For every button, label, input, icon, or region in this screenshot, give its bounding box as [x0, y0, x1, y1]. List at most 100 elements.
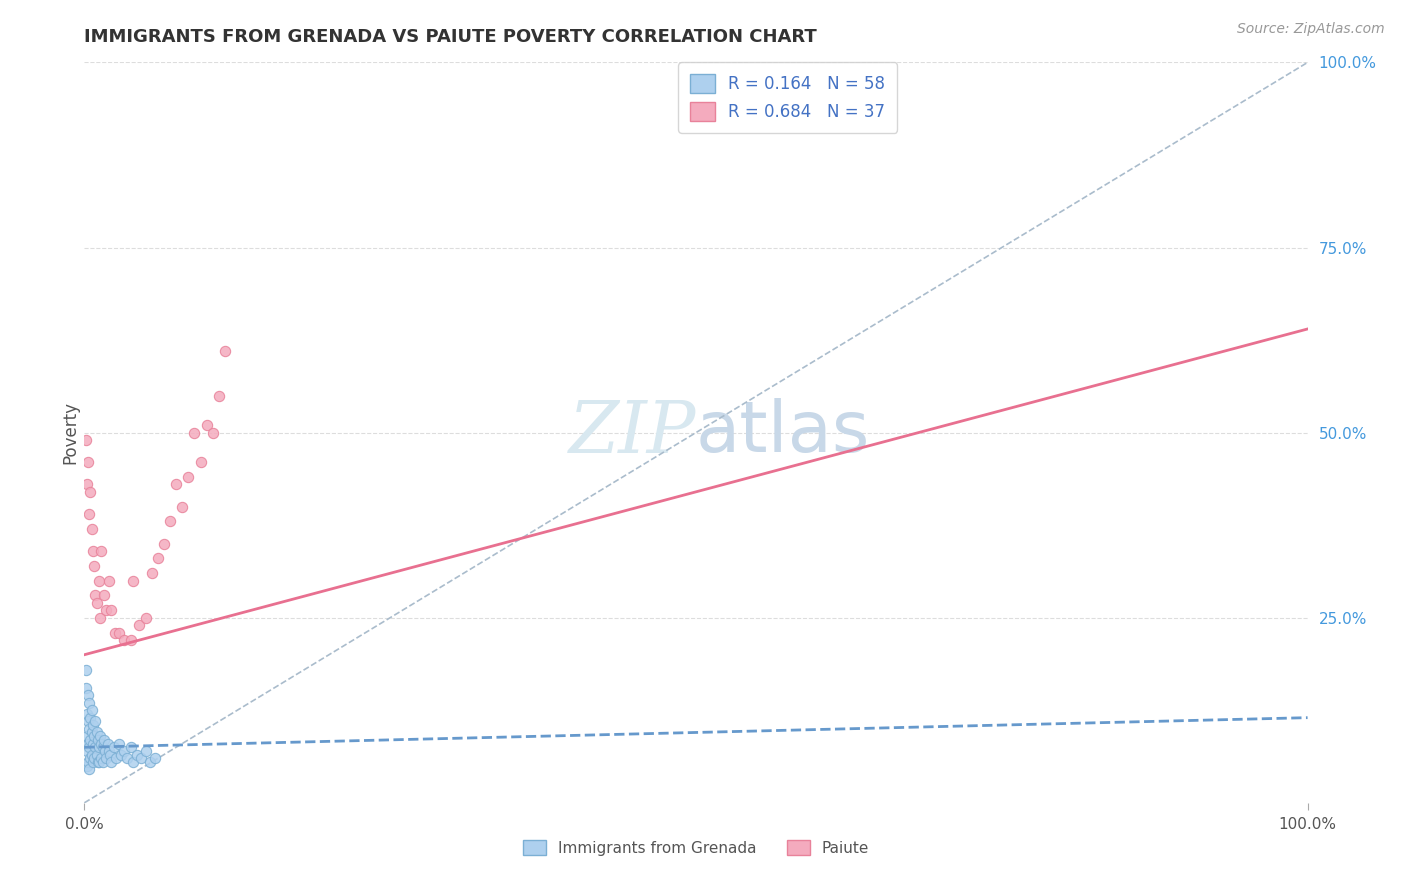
- Point: [110, 747, 132, 762]
- Point: [79, 711, 101, 725]
- Point: [86, 747, 108, 762]
- Point: [80, 725, 103, 739]
- Point: [77, 722, 100, 736]
- Point: [83, 729, 105, 743]
- Y-axis label: Poverty: Poverty: [62, 401, 80, 464]
- Point: [75, 433, 97, 447]
- Point: [86, 725, 108, 739]
- Point: [91, 740, 114, 755]
- Point: [122, 574, 145, 588]
- Point: [77, 507, 100, 521]
- Point: [105, 751, 128, 765]
- Point: [77, 737, 100, 751]
- Point: [107, 625, 129, 640]
- Point: [80, 703, 103, 717]
- Point: [75, 681, 97, 695]
- Point: [76, 744, 98, 758]
- Point: [96, 603, 118, 617]
- Point: [153, 536, 176, 550]
- Point: [82, 718, 104, 732]
- Point: [201, 425, 224, 440]
- Point: [129, 751, 152, 765]
- Point: [112, 744, 135, 758]
- Point: [143, 751, 166, 765]
- Point: [84, 714, 107, 729]
- Point: [77, 696, 100, 710]
- Point: [90, 544, 112, 558]
- Point: [97, 744, 120, 758]
- Point: [76, 706, 98, 721]
- Point: [208, 388, 231, 402]
- Point: [84, 740, 107, 755]
- Text: atlas: atlas: [696, 398, 870, 467]
- Point: [76, 477, 98, 491]
- Point: [195, 418, 218, 433]
- Point: [165, 477, 187, 491]
- Point: [90, 751, 112, 765]
- Point: [76, 758, 98, 772]
- Point: [77, 740, 100, 755]
- Point: [77, 763, 100, 777]
- Point: [90, 737, 112, 751]
- Text: Source: ZipAtlas.com: Source: ZipAtlas.com: [1237, 22, 1385, 37]
- Point: [190, 455, 212, 469]
- Point: [135, 744, 157, 758]
- Point: [82, 544, 104, 558]
- Point: [82, 755, 104, 769]
- Point: [159, 515, 181, 529]
- Text: IMMIGRANTS FROM GRENADA VS PAIUTE POVERTY CORRELATION CHART: IMMIGRANTS FROM GRENADA VS PAIUTE POVERT…: [84, 28, 817, 45]
- Legend: Immigrants from Grenada, Paiute: Immigrants from Grenada, Paiute: [516, 834, 876, 862]
- Point: [115, 751, 138, 765]
- Point: [128, 618, 150, 632]
- Point: [76, 729, 98, 743]
- Point: [214, 344, 236, 359]
- Point: [87, 755, 110, 769]
- Point: [87, 740, 110, 755]
- Point: [83, 558, 105, 573]
- Point: [98, 747, 121, 762]
- Point: [120, 632, 142, 647]
- Point: [103, 740, 125, 755]
- Point: [122, 755, 145, 769]
- Point: [107, 737, 129, 751]
- Point: [89, 729, 111, 743]
- Point: [125, 747, 148, 762]
- Point: [177, 470, 200, 484]
- Point: [104, 625, 127, 640]
- Point: [139, 755, 162, 769]
- Point: [93, 732, 115, 747]
- Point: [141, 566, 163, 581]
- Point: [83, 751, 105, 765]
- Point: [77, 689, 100, 703]
- Point: [87, 732, 110, 747]
- Point: [89, 610, 111, 624]
- Point: [97, 737, 120, 751]
- Point: [84, 589, 107, 603]
- Point: [77, 455, 100, 469]
- Point: [100, 755, 122, 769]
- Point: [94, 744, 117, 758]
- Point: [135, 610, 157, 624]
- Point: [172, 500, 194, 514]
- Point: [146, 551, 169, 566]
- Text: ZIP: ZIP: [568, 397, 696, 468]
- Point: [86, 596, 108, 610]
- Point: [75, 663, 97, 677]
- Point: [97, 574, 120, 588]
- Point: [87, 574, 110, 588]
- Point: [79, 732, 101, 747]
- Point: [91, 755, 114, 769]
- Point: [77, 755, 100, 769]
- Point: [82, 737, 104, 751]
- Point: [80, 522, 103, 536]
- Point: [79, 751, 101, 765]
- Point: [100, 603, 122, 617]
- Point: [120, 740, 142, 755]
- Point: [80, 747, 103, 762]
- Point: [87, 755, 110, 769]
- Point: [77, 714, 100, 729]
- Point: [112, 632, 135, 647]
- Point: [79, 484, 101, 499]
- Point: [96, 751, 118, 765]
- Point: [183, 425, 205, 440]
